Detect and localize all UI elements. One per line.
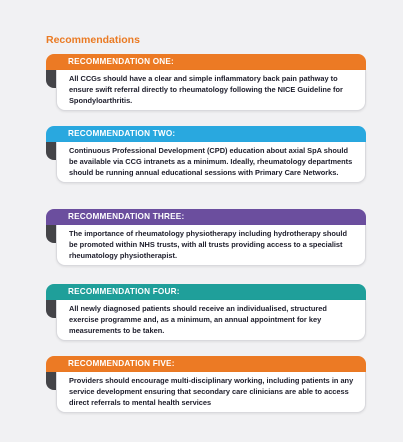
card-tab-edge: [46, 70, 56, 88]
recommendation-title: RECOMMENDATION FOUR:: [68, 287, 180, 296]
recommendation-card-three: RECOMMENDATION THREE: The importance of …: [46, 209, 366, 267]
recommendation-title: RECOMMENDATION THREE:: [68, 212, 185, 221]
recommendation-header: RECOMMENDATION ONE:: [46, 54, 366, 70]
recommendation-card-five: RECOMMENDATION FIVE: Providers should en…: [46, 356, 366, 414]
recommendation-text: Continuous Professional Development (CPD…: [56, 142, 366, 184]
card-tab-edge: [46, 225, 56, 243]
recommendation-card-four: RECOMMENDATION FOUR: All newly diagnosed…: [46, 284, 366, 342]
recommendation-title: RECOMMENDATION ONE:: [68, 57, 174, 66]
recommendation-header: RECOMMENDATION THREE:: [46, 209, 366, 225]
card-tab-edge: [46, 142, 56, 160]
recommendation-text: The importance of rheumatology physiothe…: [56, 225, 366, 267]
recommendation-title: RECOMMENDATION FIVE:: [68, 359, 175, 368]
card-tab-edge: [46, 300, 56, 318]
recommendation-card-two: RECOMMENDATION TWO: Continuous Professio…: [46, 126, 366, 184]
recommendation-text: All newly diagnosed patients should rece…: [56, 300, 366, 342]
page-heading: Recommendations: [46, 34, 140, 46]
recommendation-text: Providers should encourage multi-discipl…: [56, 372, 366, 414]
recommendation-header: RECOMMENDATION FIVE:: [46, 356, 366, 372]
recommendation-title: RECOMMENDATION TWO:: [68, 129, 176, 138]
recommendation-header: RECOMMENDATION TWO:: [46, 126, 366, 142]
recommendation-text: All CCGs should have a clear and simple …: [56, 70, 366, 112]
card-tab-edge: [46, 372, 56, 390]
recommendation-card-one: RECOMMENDATION ONE: All CCGs should have…: [46, 54, 366, 112]
recommendation-header: RECOMMENDATION FOUR:: [46, 284, 366, 300]
